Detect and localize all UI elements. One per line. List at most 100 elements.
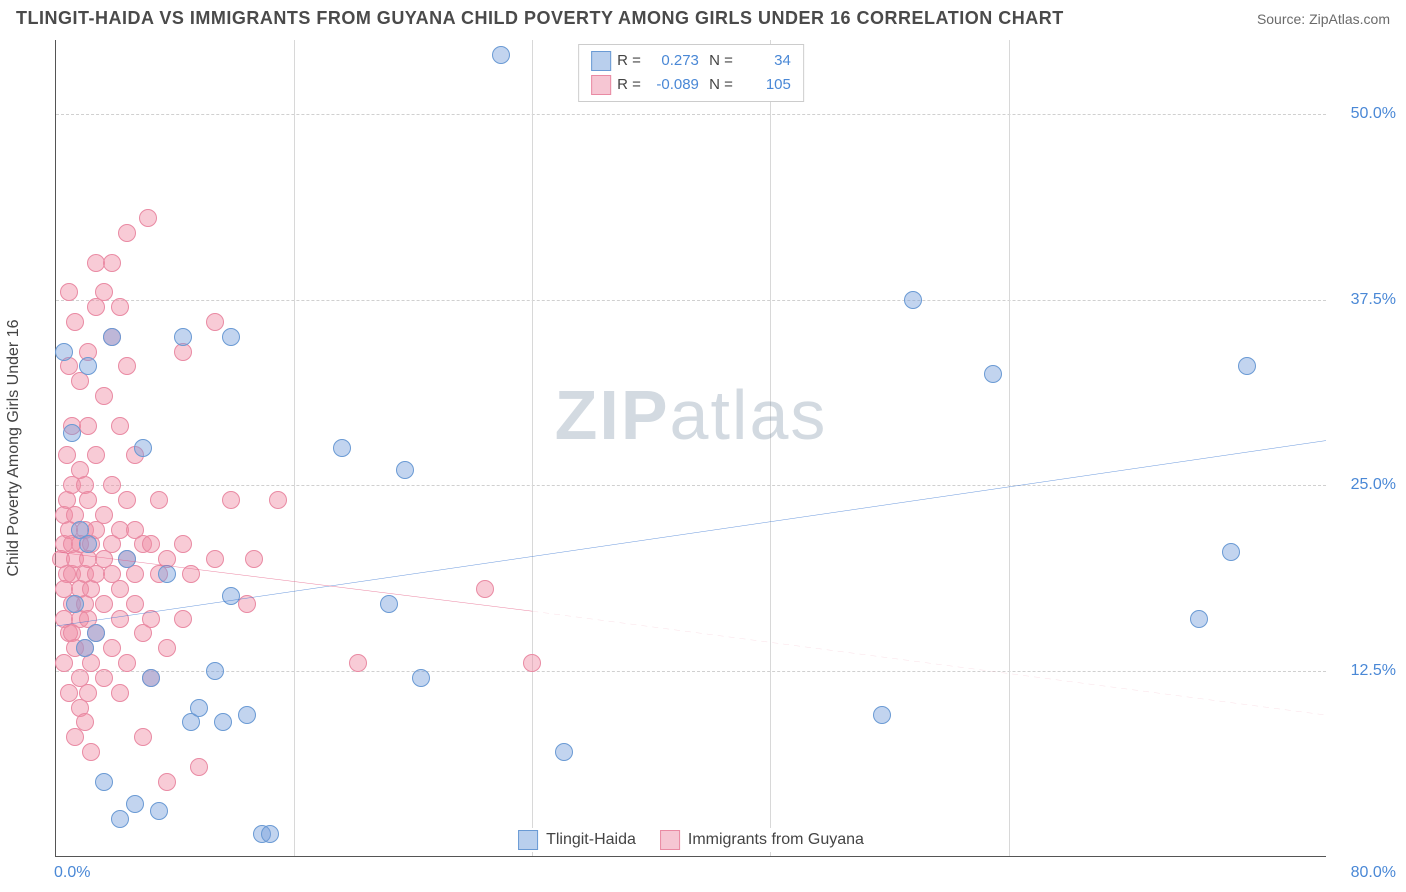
scatter-point	[55, 654, 73, 672]
gridline-v	[294, 40, 295, 856]
scatter-point	[222, 491, 240, 509]
scatter-point	[134, 728, 152, 746]
scatter-point	[95, 283, 113, 301]
scatter-point	[261, 825, 279, 843]
chart-title: TLINGIT-HAIDA VS IMMIGRANTS FROM GUYANA …	[16, 8, 1064, 29]
plot-area: ZIPatlas R =0.273 N =34 R =-0.089 N =105…	[56, 40, 1326, 856]
scatter-point	[380, 595, 398, 613]
gridline-v	[532, 40, 533, 856]
scatter-point	[142, 669, 160, 687]
scatter-point	[95, 506, 113, 524]
scatter-point	[87, 446, 105, 464]
scatter-point	[158, 639, 176, 657]
scatter-point	[555, 743, 573, 761]
scatter-point	[412, 669, 430, 687]
x-axis-max-label: 80.0%	[1336, 864, 1396, 882]
legend-label-series1: Tlingit-Haida	[546, 831, 636, 849]
scatter-point	[238, 595, 256, 613]
scatter-point	[76, 713, 94, 731]
scatter-point	[126, 595, 144, 613]
scatter-point	[79, 417, 97, 435]
scatter-point	[126, 795, 144, 813]
scatter-point	[103, 476, 121, 494]
scatter-point	[214, 713, 232, 731]
scatter-point	[103, 254, 121, 272]
scatter-point	[174, 535, 192, 553]
gridline-v	[1009, 40, 1010, 856]
scatter-point	[182, 565, 200, 583]
scatter-point	[333, 439, 351, 457]
gridline-h	[56, 114, 1326, 115]
scatter-point	[396, 461, 414, 479]
gridline-h	[56, 485, 1326, 486]
watermark: ZIPatlas	[555, 375, 828, 455]
scatter-point	[103, 328, 121, 346]
scatter-point	[523, 654, 541, 672]
scatter-point	[118, 654, 136, 672]
scatter-point	[158, 565, 176, 583]
scatter-point	[245, 550, 263, 568]
legend-swatch-series2	[591, 75, 611, 95]
legend-swatch-series1-b	[518, 830, 538, 850]
scatter-point	[1222, 543, 1240, 561]
scatter-point	[118, 357, 136, 375]
y-axis-label: Child Poverty Among Girls Under 16	[5, 320, 23, 577]
scatter-point	[174, 610, 192, 628]
scatter-point	[63, 424, 81, 442]
legend-item-series2: Immigrants from Guyana	[660, 830, 864, 850]
y-tick-label: 25.0%	[1336, 476, 1396, 494]
scatter-point	[222, 328, 240, 346]
gridline-h	[56, 300, 1326, 301]
gridline-v	[770, 40, 771, 856]
scatter-point	[111, 684, 129, 702]
scatter-point	[904, 291, 922, 309]
scatter-point	[269, 491, 287, 509]
scatter-point	[111, 610, 129, 628]
scatter-point	[349, 654, 367, 672]
scatter-point	[118, 224, 136, 242]
scatter-point	[139, 209, 157, 227]
scatter-point	[206, 313, 224, 331]
scatter-point	[79, 357, 97, 375]
scatter-point	[95, 595, 113, 613]
scatter-point	[190, 758, 208, 776]
scatter-point	[222, 587, 240, 605]
scatter-point	[984, 365, 1002, 383]
gridline-h	[56, 671, 1326, 672]
scatter-point	[206, 550, 224, 568]
scatter-point	[873, 706, 891, 724]
scatter-point	[206, 662, 224, 680]
scatter-point	[66, 313, 84, 331]
legend-item-series1: Tlingit-Haida	[518, 830, 636, 850]
source-attribution: Source: ZipAtlas.com	[1257, 11, 1390, 27]
scatter-point	[79, 684, 97, 702]
scatter-point	[82, 743, 100, 761]
scatter-point	[142, 535, 160, 553]
legend-swatch-series2-b	[660, 830, 680, 850]
series-legend: Tlingit-Haida Immigrants from Guyana	[508, 828, 874, 852]
scatter-point	[111, 810, 129, 828]
scatter-point	[150, 491, 168, 509]
scatter-point	[95, 387, 113, 405]
scatter-point	[158, 773, 176, 791]
y-tick-label: 12.5%	[1336, 662, 1396, 680]
scatter-point	[79, 491, 97, 509]
legend-label-series2: Immigrants from Guyana	[688, 831, 864, 849]
x-axis-min-label: 0.0%	[54, 864, 90, 882]
scatter-point	[55, 343, 73, 361]
scatter-point	[118, 550, 136, 568]
legend-row-series1: R =0.273 N =34	[591, 49, 791, 73]
scatter-point	[87, 624, 105, 642]
scatter-point	[95, 773, 113, 791]
scatter-point	[134, 439, 152, 457]
scatter-point	[150, 802, 168, 820]
y-tick-label: 50.0%	[1336, 105, 1396, 123]
scatter-point	[492, 46, 510, 64]
scatter-point	[76, 639, 94, 657]
chart-area: Child Poverty Among Girls Under 16 ZIPat…	[55, 40, 1326, 857]
scatter-point	[174, 328, 192, 346]
scatter-point	[111, 580, 129, 598]
scatter-point	[1190, 610, 1208, 628]
scatter-point	[58, 446, 76, 464]
scatter-point	[103, 639, 121, 657]
